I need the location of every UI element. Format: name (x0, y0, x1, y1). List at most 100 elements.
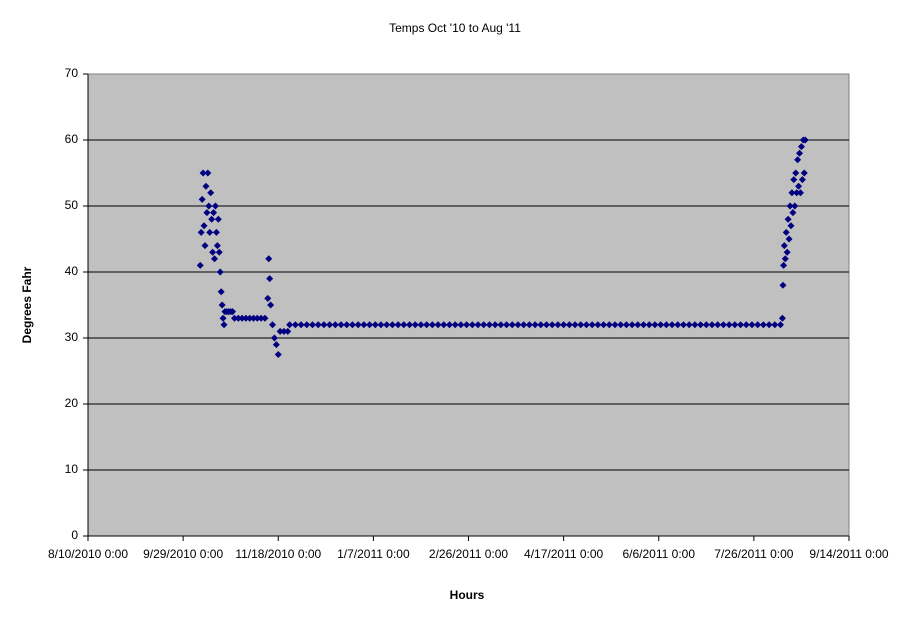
data-point (679, 321, 687, 329)
x-axis-title: Hours (450, 588, 485, 602)
data-point (708, 321, 716, 329)
data-point (798, 176, 806, 184)
data-point (645, 321, 653, 329)
data-point (211, 202, 219, 210)
data-point (211, 255, 219, 263)
x-tick-label: 2/26/2011 0:00 (429, 547, 509, 561)
data-point (246, 314, 254, 322)
data-point (790, 176, 798, 184)
data-point (280, 327, 288, 335)
data-point (274, 351, 282, 358)
data-point (617, 321, 625, 329)
data-point (394, 321, 402, 329)
data-point (795, 182, 803, 190)
data-point (199, 169, 207, 177)
data-point (796, 189, 804, 197)
data-point (485, 321, 493, 329)
data-point (377, 321, 385, 329)
data-point (771, 321, 779, 329)
data-point (451, 321, 459, 329)
data-point (366, 321, 374, 329)
data-point (238, 314, 246, 322)
data-point (417, 321, 425, 329)
x-tick-label: 8/10/2010 0:00 (48, 547, 128, 561)
x-tick-label: 11/18/2010 0:00 (235, 547, 321, 561)
data-point (781, 255, 789, 263)
y-tick-label: 50 (65, 198, 79, 212)
y-tick-label: 40 (65, 264, 79, 278)
data-point (266, 275, 274, 283)
data-point (600, 321, 608, 329)
data-point (508, 321, 516, 329)
data-point (204, 169, 212, 177)
plot-area (87, 73, 850, 537)
data-point (212, 228, 220, 236)
data-point (196, 261, 204, 269)
data-point (326, 321, 334, 329)
data-point (759, 321, 767, 329)
data-point (463, 321, 471, 329)
data-point (253, 314, 261, 322)
data-point (269, 321, 277, 329)
data-point (284, 327, 292, 335)
data-point (491, 321, 499, 329)
data-point (406, 321, 414, 329)
data-point (337, 321, 345, 329)
data-point (497, 321, 505, 329)
data-point (778, 314, 786, 322)
chart-title: Temps Oct '10 to Aug '11 (389, 21, 521, 35)
data-point (577, 321, 585, 329)
data-point (388, 321, 396, 329)
data-point (622, 321, 630, 329)
data-point (303, 321, 311, 329)
data-point (286, 321, 294, 329)
y-tick-label: 10 (65, 462, 79, 476)
data-point (780, 261, 788, 269)
data-point (742, 321, 750, 329)
data-point (777, 321, 785, 329)
data-point (198, 195, 206, 203)
data-point (331, 321, 339, 329)
data-point (213, 242, 221, 250)
data-point (786, 202, 794, 210)
data-point (796, 149, 804, 157)
data-point (383, 321, 391, 329)
data-point (201, 242, 209, 250)
data-point (754, 321, 762, 329)
data-point (216, 268, 224, 276)
data-point (234, 314, 242, 322)
data-point (480, 321, 488, 329)
data-point (217, 288, 225, 296)
x-tick-label: 9/14/2011 0:00 (809, 547, 889, 561)
data-point (800, 169, 808, 177)
data-point (474, 321, 482, 329)
data-point (434, 321, 442, 329)
y-axis-title: Degrees Fahr (20, 266, 34, 343)
data-point (554, 321, 562, 329)
data-point (782, 228, 790, 236)
data-point (360, 321, 368, 329)
data-point (588, 321, 596, 329)
data-point (297, 321, 305, 329)
data-point (783, 248, 791, 256)
data-point (428, 321, 436, 329)
data-point (208, 215, 216, 223)
data-point (210, 209, 218, 217)
data-point (611, 321, 619, 329)
data-point (791, 202, 799, 210)
data-point (784, 215, 792, 223)
data-point (548, 321, 556, 329)
data-point (219, 314, 227, 322)
data-point (668, 321, 676, 329)
data-point (691, 321, 699, 329)
data-point (308, 321, 316, 329)
data-point (229, 308, 237, 316)
data-point (354, 321, 362, 329)
data-point (440, 321, 448, 329)
data-point (209, 248, 217, 256)
data-point (270, 334, 278, 342)
data-point (780, 242, 788, 250)
data-point (218, 301, 226, 309)
data-point (202, 182, 210, 190)
